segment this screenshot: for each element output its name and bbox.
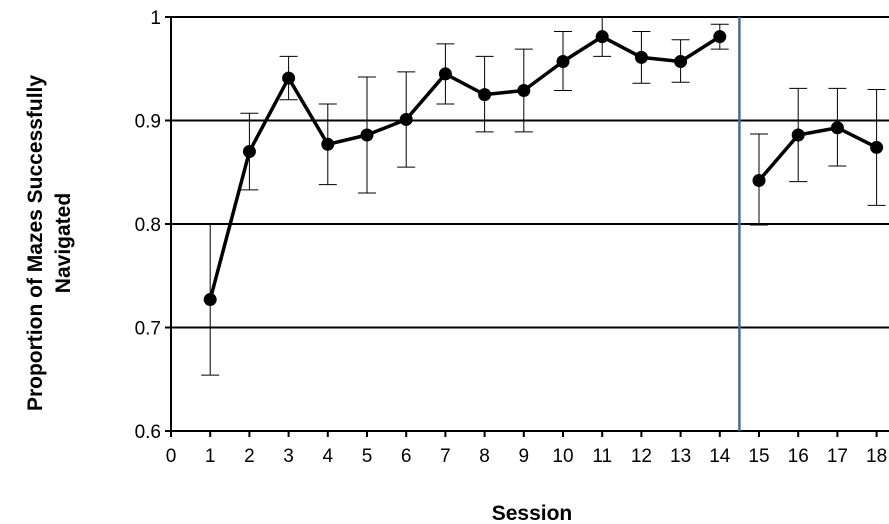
- data-point-0-3: [321, 137, 335, 151]
- x-tick-label-10: 10: [552, 446, 573, 467]
- x-tick-label-6: 6: [401, 446, 412, 467]
- y-tick-label-3: 0.9: [135, 112, 161, 133]
- data-point-1-2: [830, 121, 844, 135]
- data-point-0-8: [517, 83, 531, 97]
- x-tick-label-12: 12: [631, 446, 652, 467]
- data-point-0-1: [242, 145, 256, 159]
- x-tick-label-15: 15: [748, 446, 769, 467]
- data-point-0-4: [360, 128, 374, 142]
- data-point-0-6: [438, 67, 452, 81]
- data-point-0-13: [713, 30, 727, 44]
- x-tick-label-18: 18: [866, 446, 887, 467]
- data-points: [203, 30, 884, 307]
- x-tick-label-2: 2: [244, 446, 255, 467]
- series-line-0: [208, 34, 721, 301]
- series-line-1: [757, 125, 878, 182]
- x-tick-label-5: 5: [362, 446, 373, 467]
- x-tick-label-16: 16: [788, 446, 809, 467]
- x-tick-label-0: 0: [166, 446, 177, 467]
- x-tick-label-13: 13: [670, 446, 691, 467]
- y-tick-label-2: 0.8: [135, 215, 161, 236]
- data-point-0-0: [203, 293, 217, 307]
- data-point-1-0: [752, 174, 766, 188]
- x-tick-label-17: 17: [827, 446, 848, 467]
- x-tick-label-9: 9: [519, 446, 530, 467]
- x-tick-label-14: 14: [709, 446, 731, 467]
- x-tick-label-4: 4: [323, 446, 334, 467]
- x-axis-title: Session: [492, 502, 573, 524]
- y-tick-label-1: 0.7: [135, 319, 161, 340]
- x-tick-label-3: 3: [283, 446, 294, 467]
- series-lines: [208, 34, 878, 301]
- data-point-0-5: [399, 112, 413, 126]
- gridlines: [171, 16, 889, 329]
- x-tick-labels: 0 1 2 3 4 5 6 7 8 9 10 11 12 13 14 15 16 17 18: [166, 446, 887, 467]
- data-point-0-10: [595, 30, 609, 44]
- x-tick-label-1: 1: [205, 446, 216, 467]
- data-point-1-1: [791, 128, 805, 142]
- data-point-0-11: [634, 50, 648, 64]
- x-tick-label-7: 7: [440, 446, 451, 467]
- y-tick-label-0: 0.6: [135, 422, 161, 443]
- data-point-0-9: [556, 55, 570, 69]
- x-tick-label-11: 11: [592, 446, 612, 467]
- data-point-1-3: [870, 140, 884, 154]
- data-point-0-7: [478, 88, 492, 102]
- y-tick-label-4: 1: [150, 8, 161, 29]
- data-point-0-2: [282, 71, 296, 85]
- axes: [165, 16, 889, 437]
- y-tick-labels: 0.6 0.7 0.8 0.9 1: [135, 8, 161, 443]
- x-tick-label-8: 8: [479, 446, 490, 467]
- data-point-0-12: [674, 55, 688, 69]
- y-axis-title-line-1: Proportion of Mazes Successfully: [24, 75, 47, 411]
- error-bars: [201, 16, 886, 376]
- y-axis-title-line-2: Navigated: [52, 193, 75, 293]
